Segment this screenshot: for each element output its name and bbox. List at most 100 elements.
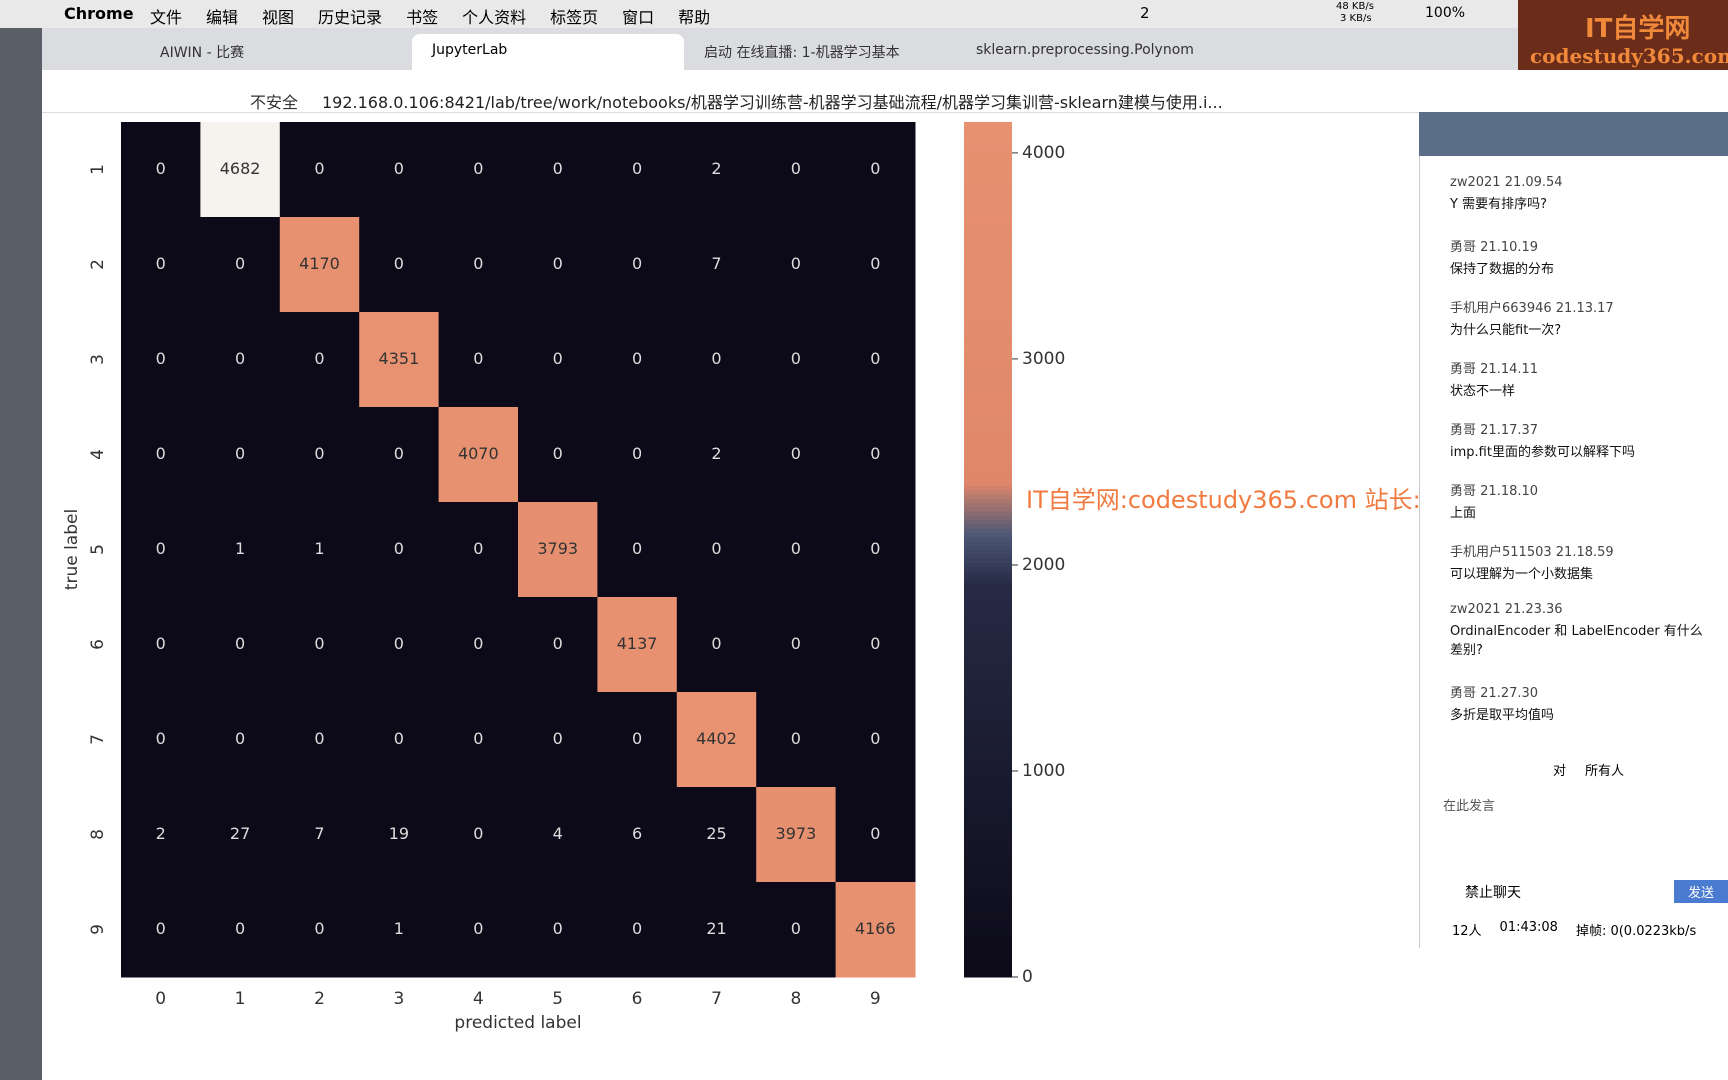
colorbar-segment (964, 233, 1012, 238)
cell-label: 4070 (458, 444, 499, 463)
cell-label: 0 (235, 919, 245, 938)
cell-label: 0 (473, 634, 483, 653)
chat-user: zw2021 (1450, 602, 1501, 617)
tab[interactable]: AIWIN - 比赛 (160, 45, 245, 61)
colorbar-segment (964, 848, 1012, 854)
colorbar-segment (964, 382, 1012, 388)
chat-input[interactable]: 在此发言 (1443, 799, 1496, 814)
menubar-app[interactable]: Chrome (64, 4, 134, 23)
cell (438, 692, 519, 788)
cell (518, 597, 598, 693)
colorbar-segment (964, 635, 1012, 640)
colorbar-segment (964, 622, 1012, 627)
tab[interactable]: sklearn.preprocessing.Polynom (976, 42, 1194, 58)
colorbar-segment (964, 263, 1012, 268)
chat-text: OrdinalEncoder 和 LabelEncoder 有什么差别? (1450, 624, 1703, 658)
tab[interactable]: JupyterLab (412, 34, 684, 70)
colorbar-segment (964, 652, 1012, 657)
colorbar-segment (964, 194, 1012, 200)
colorbar-segment (964, 840, 1012, 845)
cell (835, 217, 916, 313)
cell-label: 1 (314, 539, 324, 558)
colorbar-segment (964, 284, 1012, 290)
cell-label: 7 (314, 824, 324, 843)
cell-label: 0 (791, 254, 801, 273)
cell (359, 787, 440, 883)
cell (597, 882, 678, 978)
cell-label: 0 (394, 634, 404, 653)
colorbar-segment (964, 207, 1012, 213)
colorbar-segment (964, 310, 1012, 315)
colorbar-segment (964, 592, 1012, 598)
security[interactable]: 不安全 (250, 93, 299, 112)
menu-item[interactable]: 窗口 (622, 8, 655, 27)
colorbar-segment (964, 831, 1012, 837)
mute-button[interactable]: 禁止聊天 (1465, 885, 1521, 901)
colorbar-segment (964, 677, 1012, 683)
colorbar-segment (964, 489, 1012, 495)
colorbar-segment (964, 536, 1012, 542)
colorbar-segment (964, 853, 1012, 858)
menu-item[interactable]: 标签页 (550, 8, 599, 27)
cell (200, 882, 281, 978)
colorbar-segment (964, 395, 1012, 401)
menu-item[interactable]: 个人资料 (462, 8, 527, 27)
colorbar-segment (964, 288, 1012, 294)
chat-time: 21.09.54 (1504, 175, 1563, 190)
cell (835, 882, 916, 978)
colorbar-segment (964, 476, 1012, 482)
colorbar-segment (964, 126, 1012, 132)
cell (279, 217, 360, 313)
cell-label: 4137 (617, 634, 658, 653)
url[interactable]: 192.168.0.106:8421/lab/tree/work/noteboo… (322, 93, 1223, 112)
menu-item[interactable]: 帮助 (678, 8, 711, 27)
cell (756, 692, 837, 788)
cell (438, 122, 519, 218)
menu-item[interactable]: 视图 (262, 8, 295, 27)
cell (756, 597, 837, 693)
colorbar-segment (964, 327, 1012, 332)
x-tick-label: 3 (393, 989, 404, 1009)
cell-label: 3793 (537, 539, 578, 558)
menu-item[interactable]: 书签 (406, 8, 439, 27)
menu-item[interactable]: 编辑 (206, 8, 239, 27)
chat-user: zw2021 (1450, 175, 1501, 190)
colorbar-segment (964, 438, 1012, 444)
tab-strip (42, 28, 1518, 70)
colorbar-segment (964, 647, 1012, 653)
colorbar-segment (964, 186, 1012, 191)
colorbar-segment (964, 964, 1012, 969)
cell-label: 0 (711, 539, 721, 558)
chat-message: 勇哥 21.17.37 imp.fit里面的参数可以解释下吗 (1450, 419, 1715, 480)
chat-time: 21.17.37 (1480, 423, 1539, 438)
colorbar-segment (964, 793, 1012, 798)
tab[interactable]: 启动 在线直播: 1-机器学习基本 (704, 45, 900, 61)
colorbar-segment (964, 711, 1012, 717)
y-tick-label: 7 (88, 734, 108, 745)
colorbar-segment (964, 348, 1012, 354)
colorbar-segment (964, 942, 1012, 948)
cell-label: 0 (870, 254, 880, 273)
battery: 100% (1425, 5, 1466, 21)
chat-text: 多折是取平均值吗 (1450, 708, 1555, 723)
chat-to[interactable]: 所有人 (1585, 764, 1625, 779)
cell (359, 122, 440, 218)
cell (518, 692, 598, 788)
send-button[interactable]: 发送 (1674, 880, 1728, 903)
colorbar-segment (964, 934, 1012, 940)
cell-label: 0 (870, 729, 880, 748)
colorbar-segment (964, 929, 1012, 935)
cell (676, 502, 757, 598)
chat-time: 21.10.19 (1480, 240, 1539, 255)
colorbar-segment (964, 703, 1012, 709)
y-tick-label: 1 (88, 164, 108, 175)
menu-item[interactable]: 历史记录 (318, 8, 383, 27)
colorbar-segment (964, 340, 1012, 345)
colorbar-segment (964, 237, 1012, 243)
menu-item[interactable]: 文件 (150, 8, 183, 27)
colorbar-segment (964, 549, 1012, 555)
cell (438, 502, 519, 598)
cell (200, 122, 281, 218)
cell (518, 787, 598, 883)
colorbar-segment (964, 451, 1012, 456)
